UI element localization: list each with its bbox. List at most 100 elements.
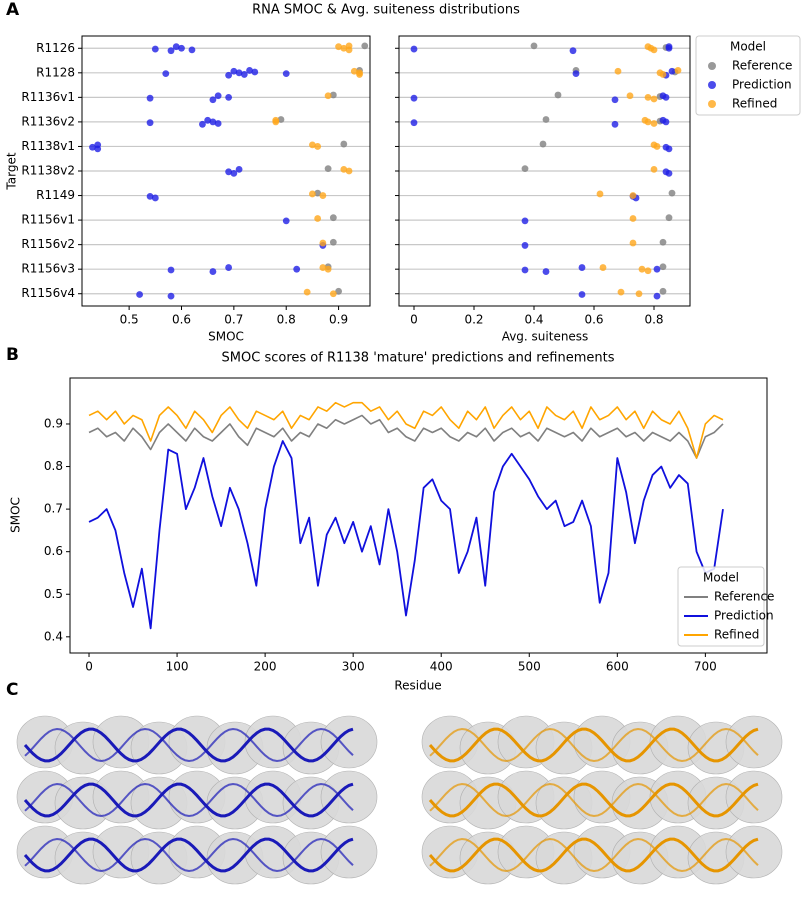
y-tick-label: 0.4 bbox=[44, 629, 63, 643]
point bbox=[410, 119, 418, 127]
x-axis-label: Avg. suiteness bbox=[502, 330, 589, 344]
point bbox=[209, 118, 217, 126]
point bbox=[225, 168, 233, 176]
point bbox=[629, 215, 637, 222]
point bbox=[614, 67, 622, 75]
point bbox=[314, 143, 322, 150]
point bbox=[650, 120, 658, 127]
panel-label: A bbox=[6, 0, 20, 20]
point bbox=[662, 118, 670, 126]
x-tick-label: 0.9 bbox=[329, 313, 348, 327]
point bbox=[644, 267, 652, 275]
point bbox=[542, 268, 550, 275]
point bbox=[94, 141, 102, 149]
point bbox=[324, 265, 332, 273]
point bbox=[282, 217, 290, 225]
point bbox=[653, 143, 661, 150]
backbone bbox=[24, 727, 354, 763]
density bbox=[725, 825, 783, 879]
point bbox=[319, 192, 327, 199]
point bbox=[225, 93, 233, 101]
point bbox=[665, 170, 673, 177]
point bbox=[309, 141, 316, 149]
figure-title: RNA SMOC & Avg. suiteness distributions bbox=[252, 3, 520, 18]
point bbox=[314, 189, 322, 197]
point bbox=[644, 93, 652, 101]
chart-title: SMOC scores of R1138 'mature' prediction… bbox=[222, 351, 615, 366]
legend-label: Refined bbox=[732, 97, 777, 111]
y-tick-label: R1138v2 bbox=[21, 164, 75, 178]
point bbox=[329, 214, 337, 222]
point bbox=[638, 265, 646, 273]
point bbox=[668, 67, 676, 75]
point bbox=[225, 71, 233, 79]
density bbox=[725, 770, 783, 824]
point bbox=[251, 68, 259, 76]
legend-marker bbox=[708, 100, 716, 108]
backbone bbox=[429, 727, 759, 763]
x-tick-label: 0 bbox=[410, 313, 418, 327]
point bbox=[303, 288, 311, 296]
point bbox=[209, 96, 217, 104]
panel-label: C bbox=[6, 680, 18, 700]
x-tick-label: 0.5 bbox=[120, 313, 139, 327]
x-tick-label: 700 bbox=[694, 660, 717, 674]
point bbox=[578, 291, 586, 298]
x-tick-label: 500 bbox=[518, 660, 541, 674]
structure-image bbox=[421, 715, 783, 885]
legend-title: Model bbox=[730, 40, 766, 54]
x-tick-label: 0.7 bbox=[224, 313, 243, 327]
point bbox=[151, 194, 159, 202]
point bbox=[665, 214, 673, 222]
backbone bbox=[428, 837, 759, 873]
point bbox=[578, 264, 586, 271]
y-tick-label: 0.6 bbox=[44, 544, 63, 558]
y-tick-label: R1156v4 bbox=[21, 286, 75, 300]
point bbox=[199, 120, 206, 128]
point bbox=[530, 42, 538, 50]
point bbox=[167, 47, 175, 55]
point bbox=[611, 96, 619, 104]
point bbox=[146, 192, 154, 200]
x-tick-label: 400 bbox=[430, 660, 453, 674]
point bbox=[356, 71, 363, 78]
y-tick-label: R1126 bbox=[36, 41, 75, 55]
point bbox=[521, 266, 529, 274]
point bbox=[209, 268, 217, 275]
density bbox=[725, 715, 783, 769]
density bbox=[320, 770, 378, 824]
point bbox=[277, 116, 285, 123]
backbone bbox=[23, 837, 354, 873]
point bbox=[653, 292, 661, 300]
point bbox=[329, 290, 337, 298]
x-tick-label: 100 bbox=[166, 660, 189, 674]
point bbox=[167, 266, 175, 274]
point bbox=[319, 264, 327, 271]
backbone bbox=[429, 837, 759, 873]
backbone bbox=[24, 782, 354, 818]
point bbox=[572, 70, 580, 78]
y-tick-label: R1156v1 bbox=[21, 213, 75, 227]
legend-box bbox=[695, 35, 801, 116]
point bbox=[329, 91, 337, 99]
y-tick-label: R1156v2 bbox=[21, 237, 75, 251]
point bbox=[410, 94, 418, 102]
y-tick-label: R1156v3 bbox=[21, 262, 75, 276]
point bbox=[230, 67, 238, 75]
x-tick-label: 600 bbox=[606, 660, 629, 674]
x-tick-label: 300 bbox=[342, 660, 365, 674]
x-axis-label: SMOC bbox=[208, 330, 244, 344]
point bbox=[204, 116, 212, 124]
point bbox=[178, 44, 185, 52]
point bbox=[626, 92, 634, 100]
x-tick-label: 0.8 bbox=[644, 313, 663, 327]
point bbox=[350, 67, 358, 75]
point bbox=[314, 215, 322, 222]
x-tick-label: 0.4 bbox=[524, 313, 543, 327]
y-tick-label: 0.8 bbox=[44, 459, 63, 473]
point bbox=[235, 69, 243, 77]
point bbox=[662, 93, 670, 101]
point bbox=[324, 165, 332, 173]
